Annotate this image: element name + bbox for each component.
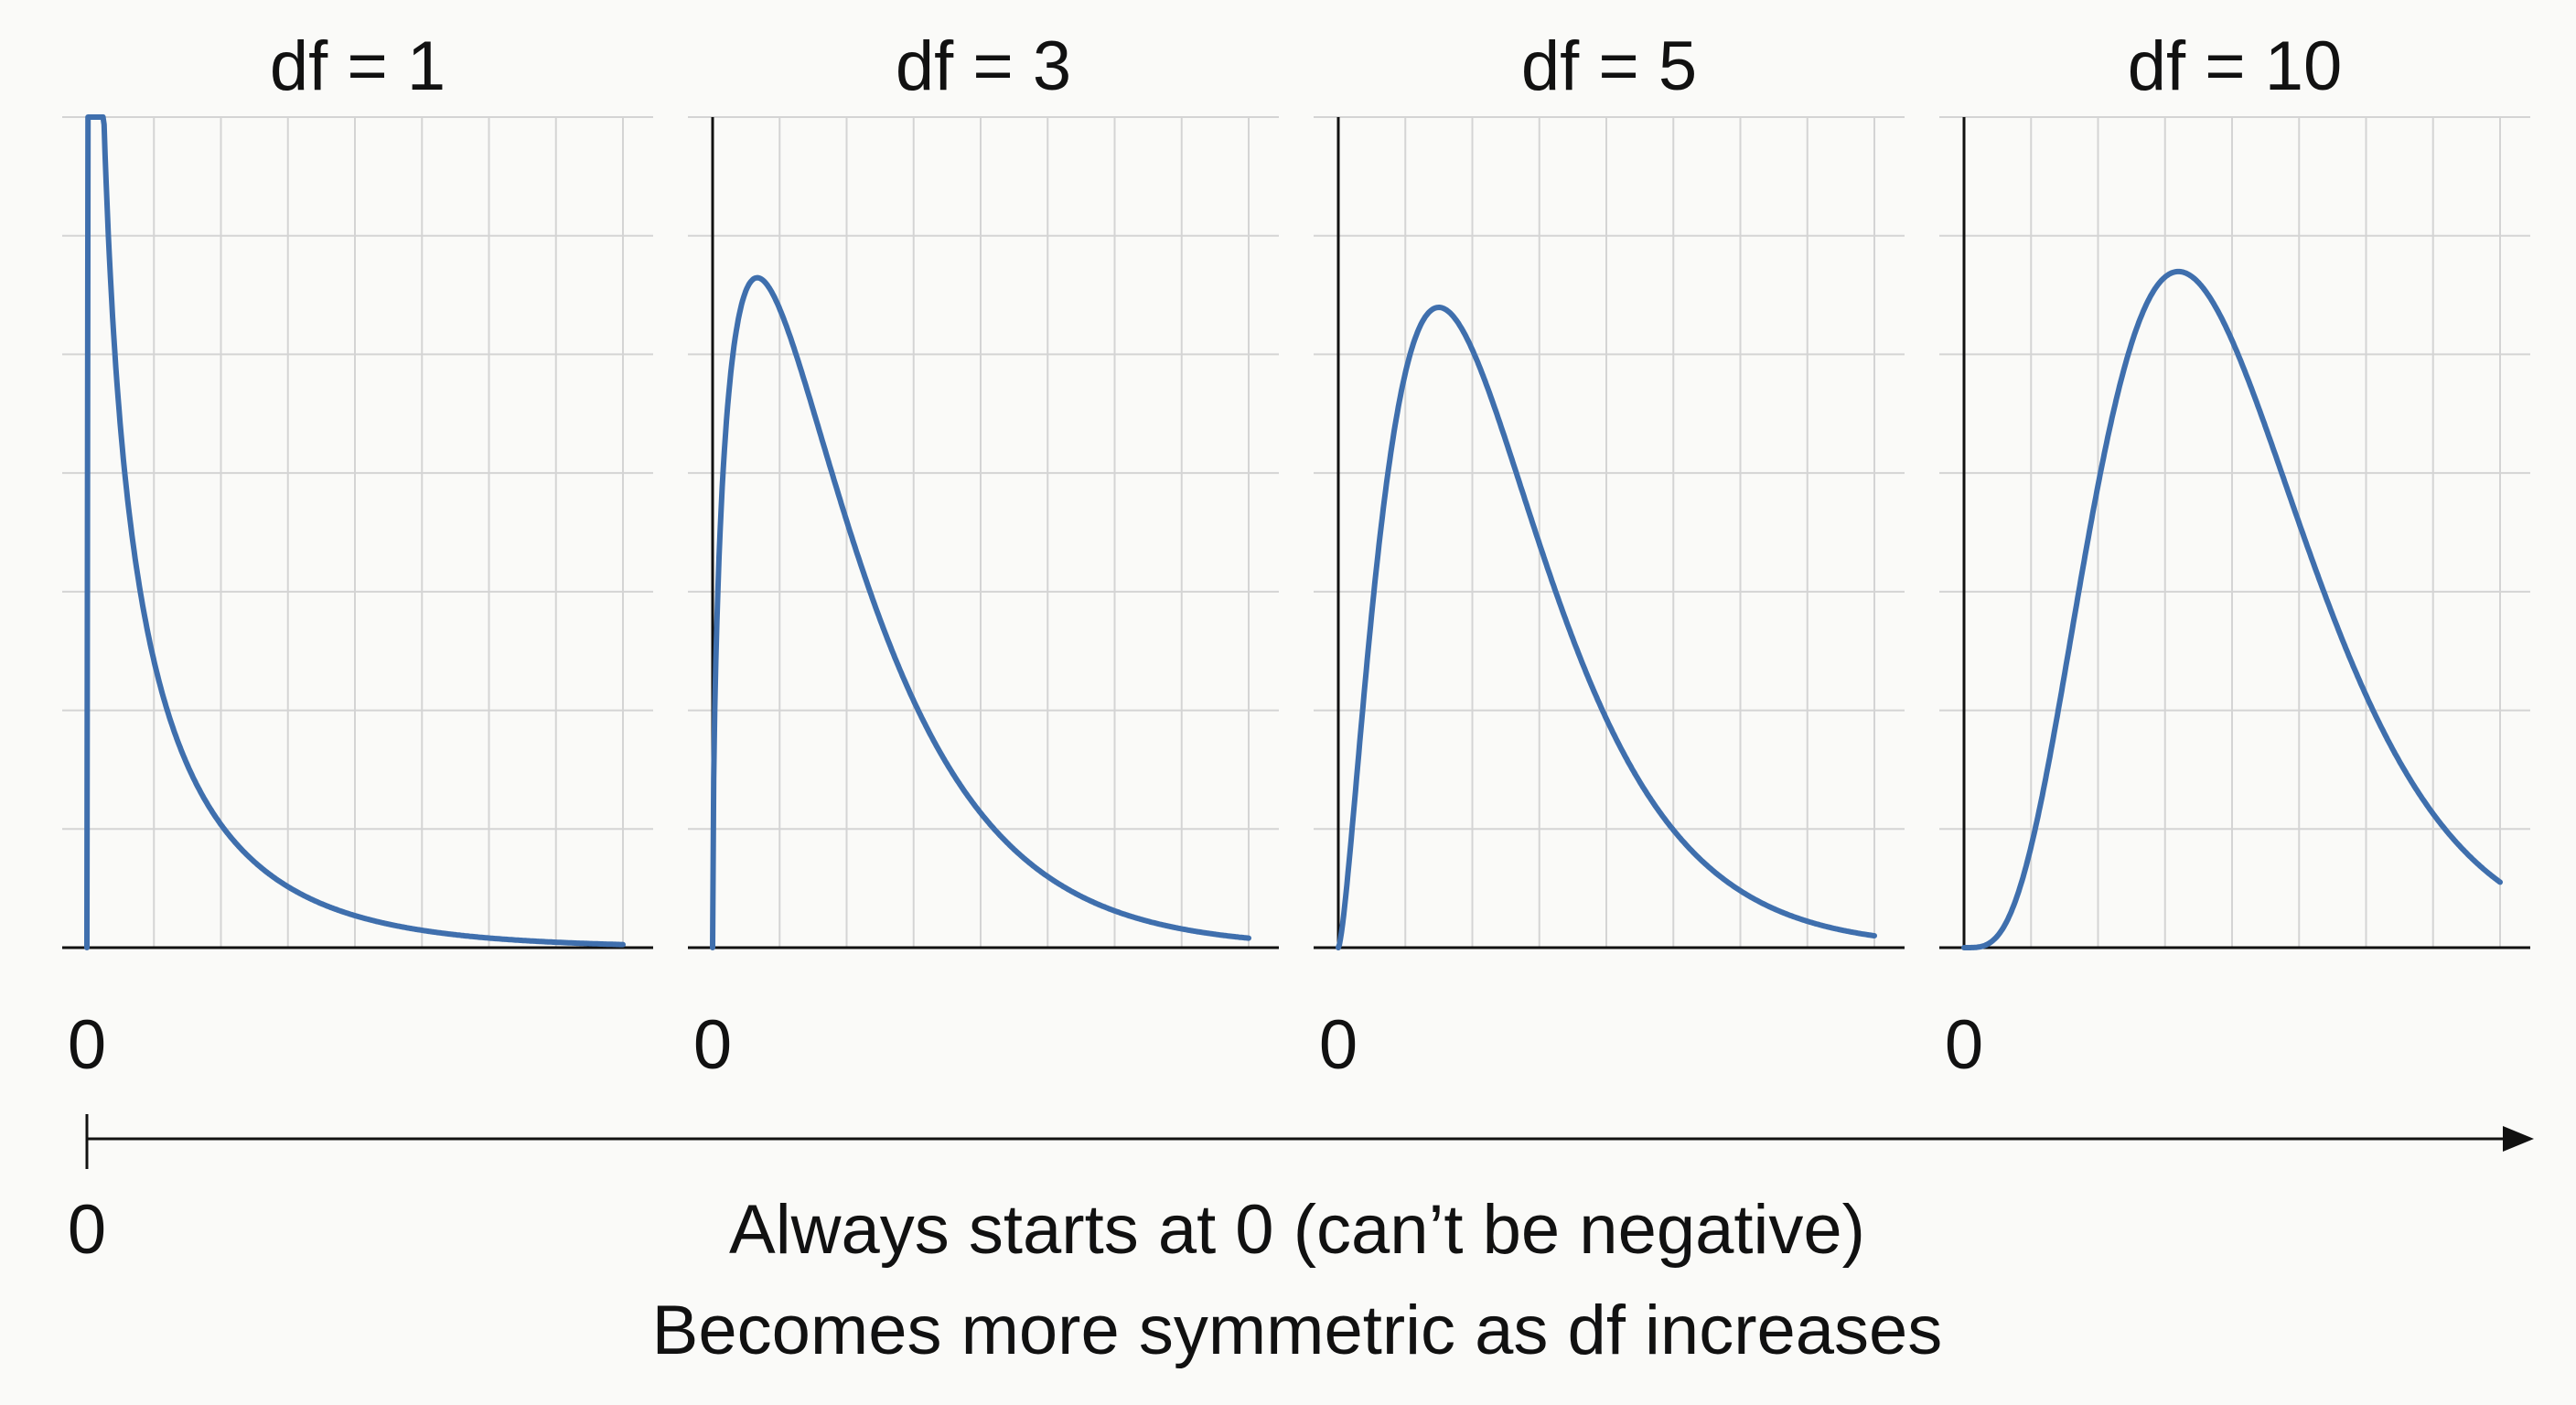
gridlines [62, 116, 653, 948]
x-tick-label-zero: 0 [1945, 1006, 1983, 1084]
panel-title: df = 1 [270, 27, 445, 105]
density-curve-df-1 [84, 114, 626, 950]
bottom-axis-zero-label: 0 [68, 1191, 106, 1269]
panel-title: df = 3 [896, 27, 1071, 105]
density-curve-df-5 [1336, 305, 1877, 950]
density-curve-df-3 [710, 274, 1251, 950]
caption-line-1: Always starts at 0 (can’t be negative) [729, 1191, 1865, 1269]
x-tick-label-zero: 0 [693, 1006, 732, 1084]
caption-line-2: Becomes more symmetric as df increases [652, 1292, 1943, 1369]
x-tick-label-zero: 0 [1319, 1006, 1358, 1084]
panel-title: df = 10 [2128, 27, 2343, 105]
panel-df-5: df = 5 0 [1314, 27, 1905, 1084]
panel-title: df = 5 [1521, 27, 1697, 105]
arrow-head-icon [2503, 1126, 2534, 1152]
panel-df-10: df = 10 0 [1939, 27, 2530, 1084]
panel-df-1: df = 1 0 [62, 27, 653, 1084]
gridlines [1314, 116, 1905, 948]
panel-df-3: df = 3 0 [688, 27, 1279, 1084]
density-curve-df-10 [1961, 268, 2503, 950]
gridlines [688, 116, 1279, 948]
x-tick-label-zero: 0 [68, 1006, 106, 1084]
bottom-arrow-axis: 0 [68, 1114, 2534, 1269]
